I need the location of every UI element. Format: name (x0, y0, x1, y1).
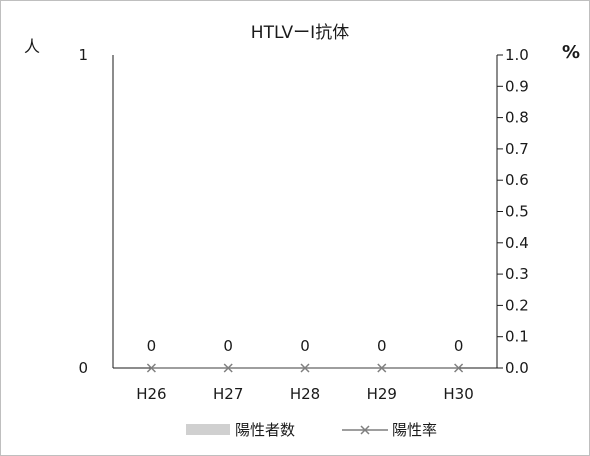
rate-point-marker (377, 363, 387, 373)
line-series (146, 363, 464, 373)
right-tick-label: 0.0 (505, 359, 529, 377)
right-tick-label: 1.0 (505, 46, 529, 64)
left-axis-unit: 人 (24, 37, 40, 56)
rate-point-marker (300, 363, 310, 373)
right-tick-label: 0.7 (505, 140, 529, 158)
right-axis-unit: % (562, 42, 580, 63)
legend-marker-x (360, 425, 370, 435)
right-tick-label: 0.9 (505, 77, 529, 95)
legend-label-line: 陽性率 (392, 421, 437, 439)
x-tick-label: H26 (136, 385, 166, 403)
legend-swatch-bar (186, 424, 230, 435)
right-tick-label: 0.6 (505, 171, 529, 189)
left-axis: 01 (78, 46, 114, 377)
x-tick-label: H29 (367, 385, 397, 403)
right-tick-label: 0.1 (505, 328, 529, 346)
x-tick-label: H27 (213, 385, 243, 403)
right-tick-label: 0.4 (505, 234, 529, 252)
right-tick-label: 0.5 (505, 203, 529, 221)
right-tick-label: 0.8 (505, 109, 529, 127)
x-tick-label: H30 (443, 385, 473, 403)
legend-label-bar: 陽性者数 (235, 421, 295, 439)
x-tick-label: H28 (290, 385, 320, 403)
right-tick-label: 0.2 (505, 296, 529, 314)
legend: 陽性者数 陽性率 (186, 421, 437, 439)
right-axis: 0.0 0.1 0.2 0.3 0.4 0.5 0.6 0.7 0.8 0.9 1.0 (496, 46, 529, 377)
bar-data-label: 0 (300, 337, 310, 355)
bar-data-label: 0 (223, 337, 233, 355)
data-labels: 0 0 0 0 0 (147, 337, 464, 355)
left-tick-label: 0 (78, 359, 88, 377)
right-tick-label: 0.3 (505, 265, 529, 283)
chart-title: HTLVーI抗体 (251, 23, 349, 43)
bar-data-label: 0 (147, 337, 157, 355)
bar-data-label: 0 (454, 337, 464, 355)
left-tick-label: 1 (78, 46, 88, 64)
rate-point-marker (454, 363, 464, 373)
rate-point-marker (223, 363, 233, 373)
x-axis: H26 H27 H28 H29 H30 (113, 367, 497, 403)
rate-point-marker (146, 363, 156, 373)
bar-data-label: 0 (377, 337, 387, 355)
